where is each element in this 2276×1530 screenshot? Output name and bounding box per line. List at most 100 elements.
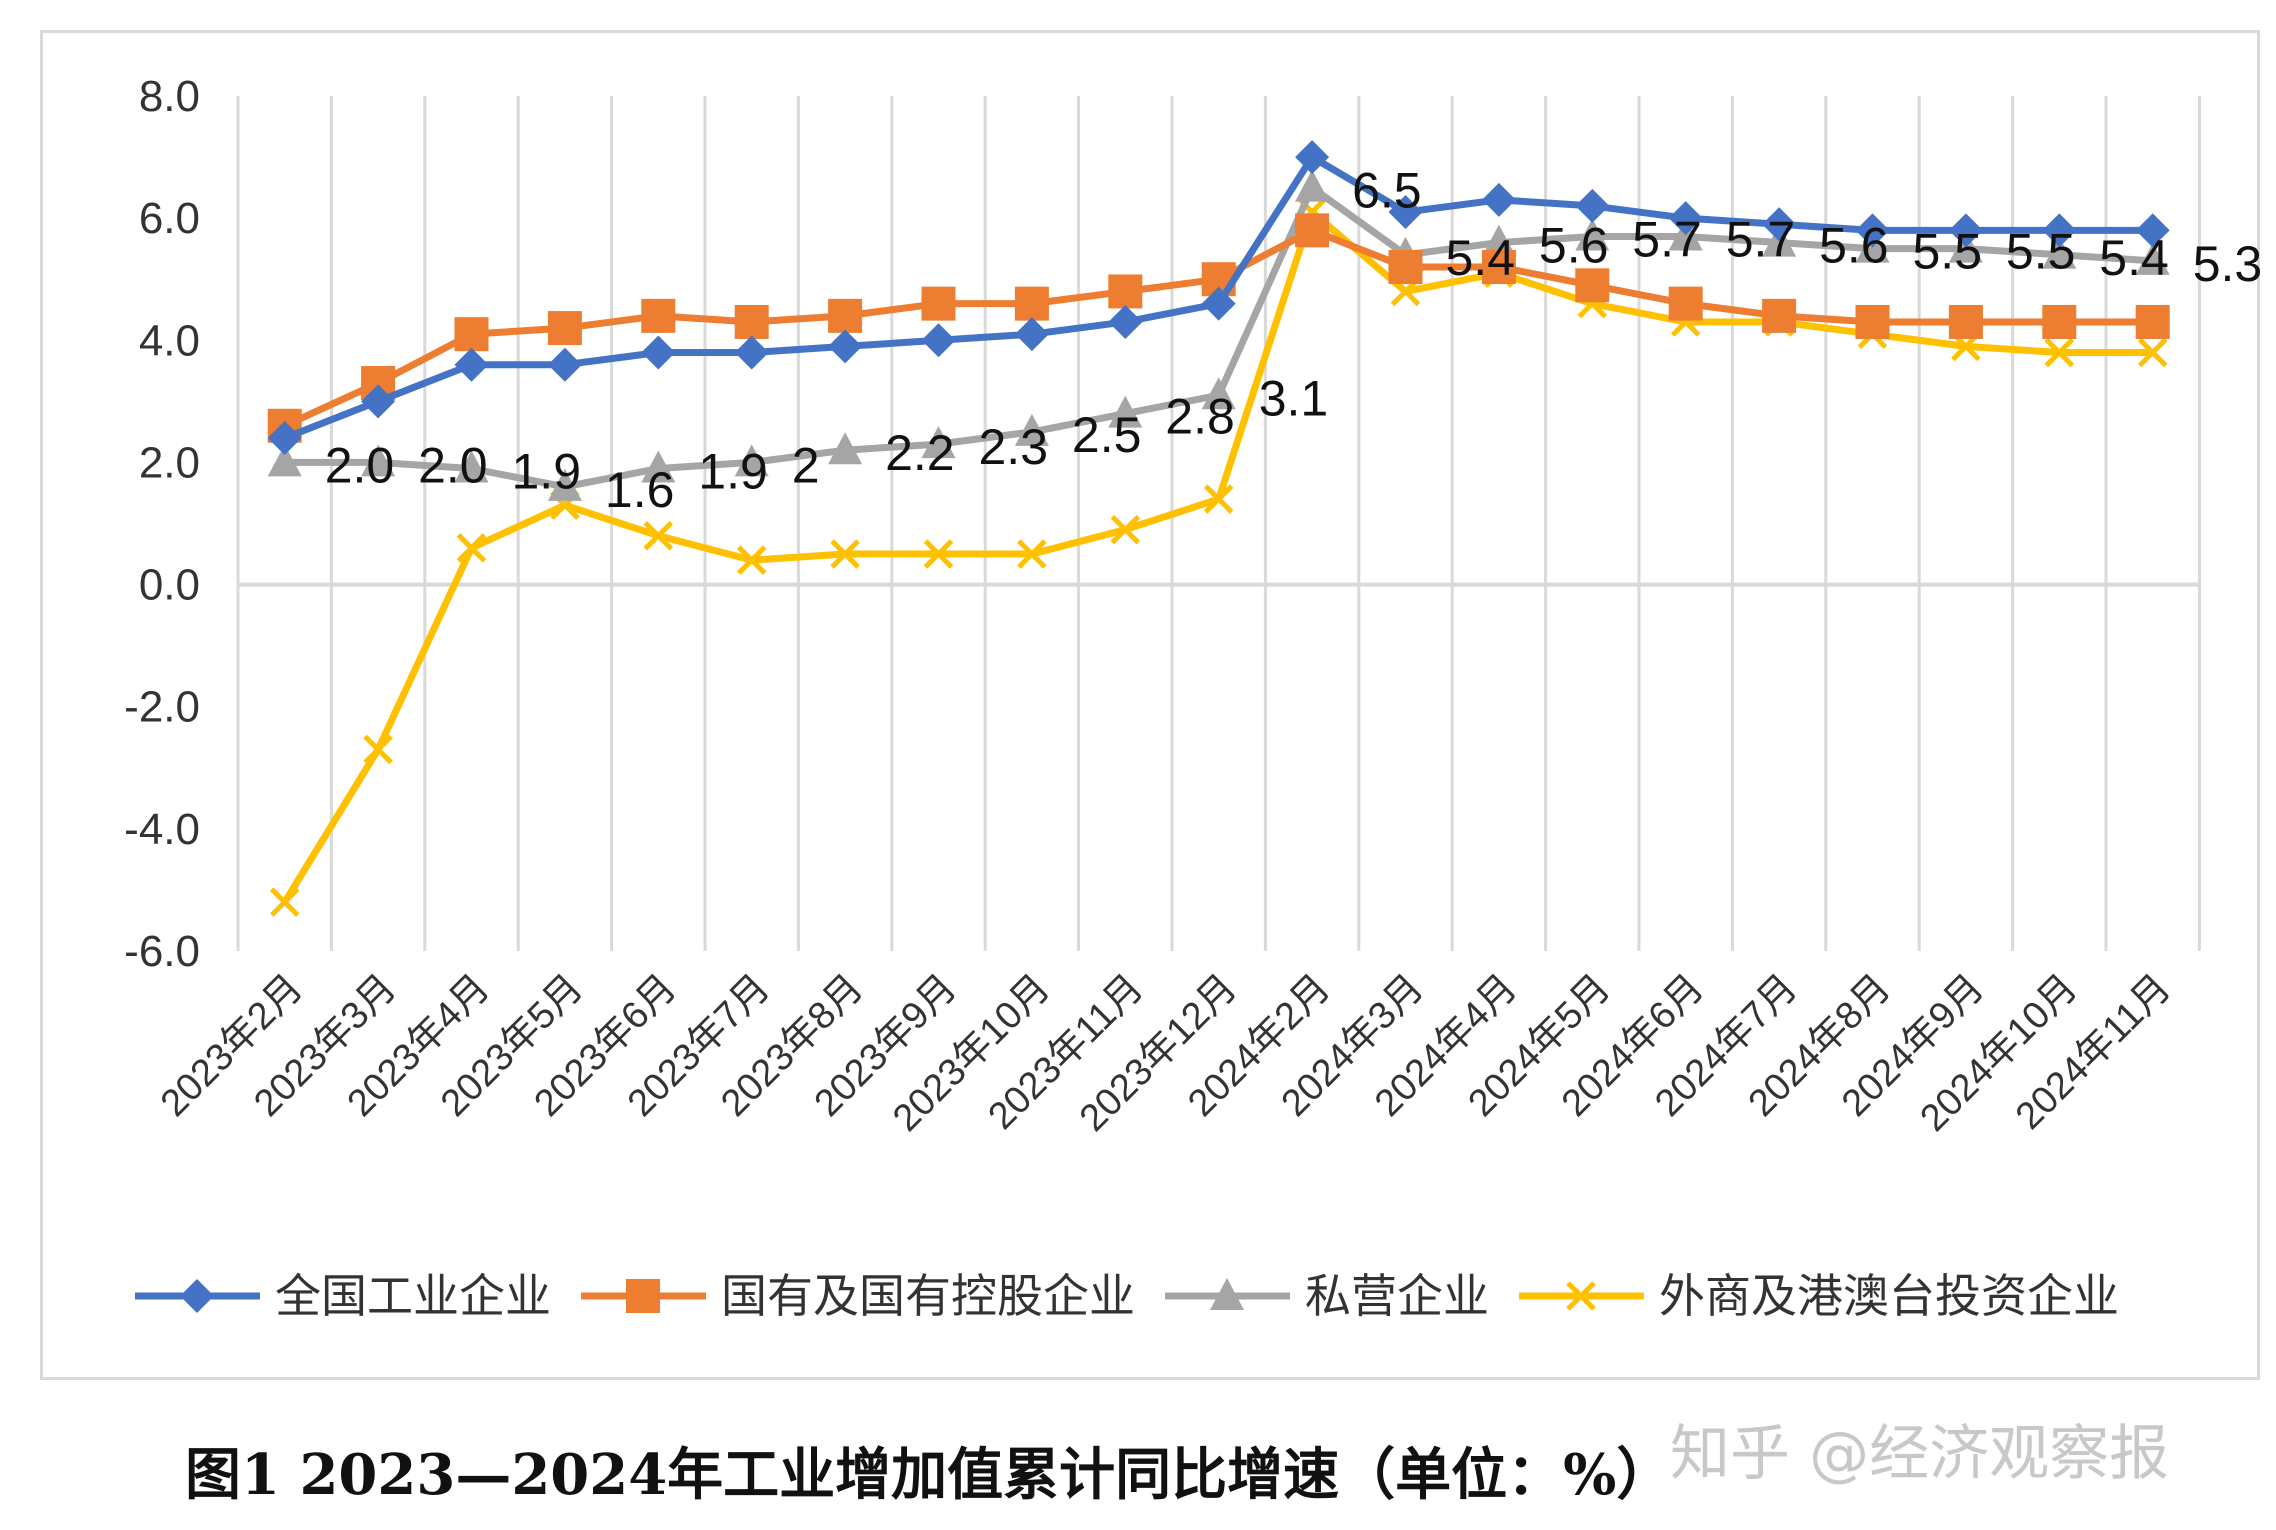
square-marker [626, 1279, 660, 1313]
diamond-marker [641, 335, 676, 370]
square-marker [1388, 250, 1423, 284]
x-marker [363, 734, 393, 765]
legend-item: 外商及港澳台投资企业 [1519, 1269, 2119, 1323]
x-marker [456, 533, 487, 563]
square-marker [1014, 286, 1049, 321]
data-label: 2 [792, 437, 820, 493]
triangle-marker [2042, 236, 2077, 269]
x-marker [830, 539, 860, 569]
data-label: 2.0 [418, 437, 488, 493]
y-tick-label: 0.0 [139, 561, 200, 610]
triangle-marker [454, 450, 489, 483]
data-label: 5.5 [1913, 224, 1983, 280]
y-tick-label: -2.0 [124, 683, 200, 732]
triangle-marker [267, 444, 302, 477]
diamond-marker [1295, 140, 1330, 175]
data-label: 2.5 [1072, 407, 1142, 463]
diamond-marker [547, 347, 582, 382]
data-label: 5.7 [1726, 211, 1796, 267]
triangle-marker [1295, 169, 1330, 202]
data-label: 2.3 [979, 419, 1049, 475]
data-label: 3.1 [1259, 370, 1329, 426]
triangle-marker [921, 426, 956, 459]
data-label: 2.0 [325, 437, 395, 493]
x-marker [923, 539, 954, 569]
y-tick-label: 8.0 [139, 72, 200, 121]
diamond-marker [180, 1279, 214, 1313]
square-marker [734, 304, 769, 339]
square-marker [1295, 213, 1330, 248]
triangle-marker [1210, 1278, 1244, 1310]
y-tick-label: 6.0 [139, 194, 200, 243]
triangle-marker [547, 468, 582, 501]
figure-caption: 图1 2023—2024年工业增加值累计同比增速（单位：%） [185, 1442, 1673, 1508]
x-marker [1203, 484, 1234, 514]
triangle-marker [828, 432, 863, 465]
legend-label: 私营企业 [1305, 1269, 1489, 1323]
diamond-marker [1481, 182, 1516, 217]
square-marker [1948, 304, 1983, 339]
square-marker [641, 298, 676, 333]
triangle-marker [1201, 377, 1236, 410]
x-marker [736, 545, 767, 575]
data-label: 2.8 [1165, 389, 1235, 445]
line-chart: 8.06.04.02.00.0-2.0-4.0-6.02023年2月2023年3… [124, 72, 2263, 1323]
triangle-marker [1014, 413, 1049, 446]
data-label: 5.4 [1446, 230, 1516, 286]
data-label: 2.2 [885, 425, 955, 481]
square-marker [921, 286, 956, 321]
diamond-marker [734, 335, 769, 370]
data-label: 6.5 [1352, 163, 1422, 219]
square-marker [1668, 286, 1703, 321]
diamond-marker [1108, 304, 1143, 339]
data-label: 1.9 [512, 444, 582, 500]
series-1 [267, 213, 2170, 443]
diamond-marker [1388, 195, 1423, 230]
data-label: 5.3 [2193, 236, 2263, 292]
chart-frame [40, 30, 2260, 1380]
diamond-marker [1762, 207, 1797, 242]
square-marker [1762, 298, 1797, 333]
square-marker [1481, 250, 1516, 284]
diamond-marker [2135, 213, 2170, 248]
x-marker [1017, 539, 1047, 569]
triangle-marker [1108, 395, 1143, 428]
diamond-marker [2042, 213, 2077, 248]
diamond-marker [454, 347, 489, 382]
diamond-marker [828, 329, 863, 364]
diamond-marker [1855, 213, 1890, 248]
diamond-marker [267, 421, 302, 455]
triangle-marker [734, 444, 769, 477]
y-tick-label: -4.0 [124, 805, 200, 854]
x-marker [2137, 337, 2168, 368]
x-marker [2044, 337, 2075, 368]
data-label: 1.6 [605, 462, 675, 518]
square-marker [2042, 304, 2077, 339]
legend-item: 全国工业企业 [135, 1269, 551, 1323]
legend-item: 国有及国有控股企业 [581, 1269, 1135, 1323]
data-label: 5.6 [1819, 218, 1889, 274]
diamond-marker [1014, 317, 1049, 352]
triangle-marker [1575, 218, 1610, 251]
x-marker [1566, 1281, 1596, 1311]
legend-label: 外商及港澳台投资企业 [1659, 1269, 2119, 1323]
square-marker [2135, 304, 2170, 339]
y-tick-label: 4.0 [139, 316, 200, 365]
diamond-marker [1201, 286, 1236, 321]
square-marker [547, 311, 582, 346]
data-label: 1.9 [698, 444, 768, 500]
square-marker [1575, 268, 1610, 303]
x-marker [269, 887, 300, 917]
data-label: 5.6 [1539, 218, 1609, 274]
data-label: 5.4 [2099, 230, 2169, 286]
diamond-marker [1668, 201, 1703, 236]
diamond-marker [921, 323, 956, 358]
legend-label: 全国工业企业 [275, 1269, 551, 1323]
diamond-marker [1948, 213, 1983, 248]
triangle-marker [361, 444, 396, 477]
data-label: 5.7 [1632, 211, 1702, 267]
y-tick-label: 2.0 [139, 438, 200, 487]
triangle-marker [2135, 242, 2170, 275]
square-marker [1855, 304, 1890, 339]
legend-label: 国有及国有控股企业 [721, 1269, 1135, 1323]
